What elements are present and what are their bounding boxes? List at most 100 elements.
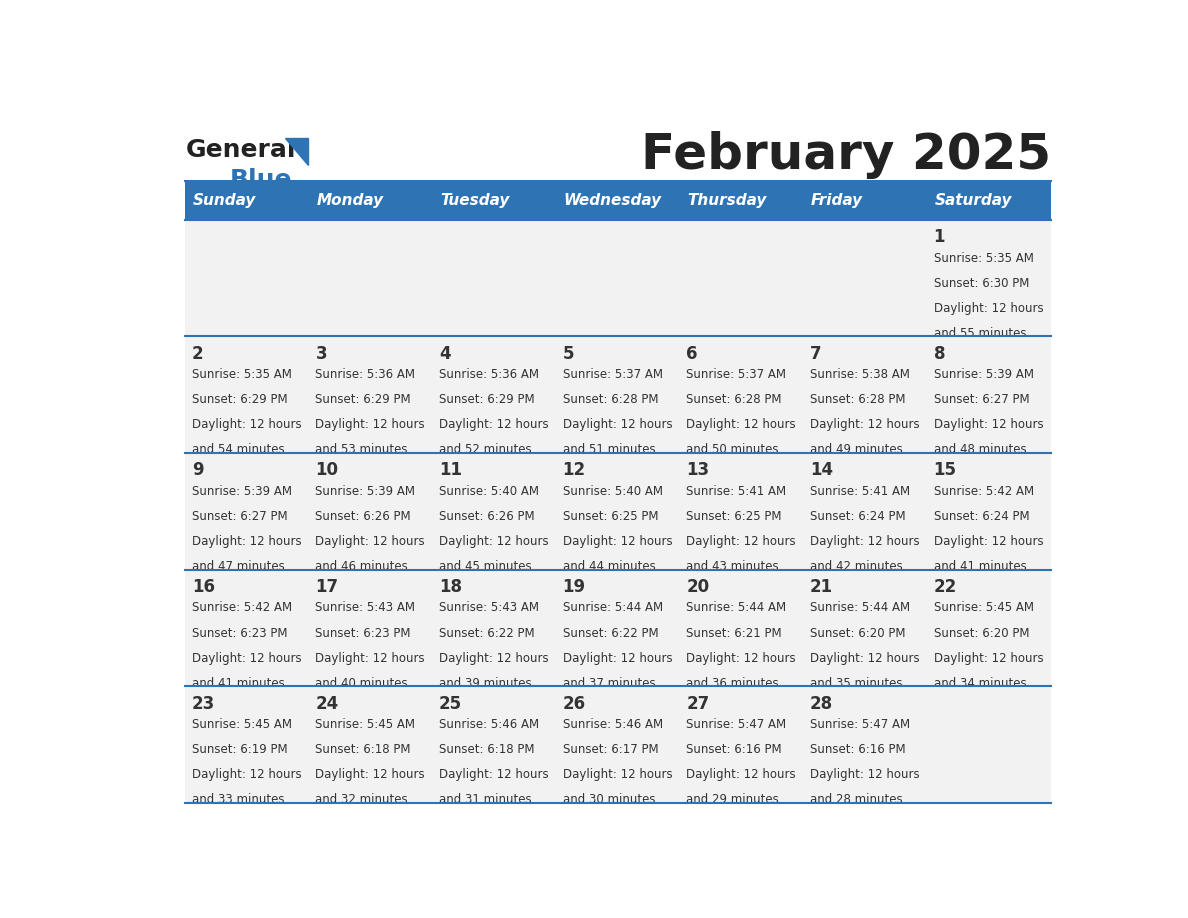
Text: Sunrise: 5:46 AM: Sunrise: 5:46 AM [563,718,663,731]
Text: and 42 minutes.: and 42 minutes. [810,560,906,573]
Text: Sunrise: 5:45 AM: Sunrise: 5:45 AM [934,601,1034,614]
Text: Sunset: 6:28 PM: Sunset: 6:28 PM [687,393,782,407]
Text: General: General [185,139,296,162]
Text: and 50 minutes.: and 50 minutes. [687,443,783,456]
Text: 16: 16 [191,578,215,596]
Bar [432,687,556,803]
Bar [927,569,1051,687]
Text: Sunset: 6:28 PM: Sunset: 6:28 PM [563,393,658,407]
Text: Sunrise: 5:46 AM: Sunrise: 5:46 AM [440,718,539,731]
Text: and 32 minutes.: and 32 minutes. [315,793,412,806]
Text: Daylight: 12 hours: Daylight: 12 hours [810,768,920,781]
Text: Daylight: 12 hours: Daylight: 12 hours [191,419,302,431]
Text: 21: 21 [810,578,833,596]
Text: February 2025: February 2025 [640,131,1051,179]
Bar [309,181,432,219]
Text: and 41 minutes.: and 41 minutes. [934,560,1030,573]
Text: 18: 18 [440,578,462,596]
Text: and 52 minutes.: and 52 minutes. [440,443,536,456]
Text: Daylight: 12 hours: Daylight: 12 hours [440,768,549,781]
Bar [803,453,927,569]
Bar [556,569,680,687]
Text: Sunset: 6:29 PM: Sunset: 6:29 PM [191,393,287,407]
Text: Sunrise: 5:41 AM: Sunrise: 5:41 AM [810,485,910,498]
Bar [309,569,432,687]
Text: and 28 minutes.: and 28 minutes. [810,793,906,806]
Text: Sunset: 6:29 PM: Sunset: 6:29 PM [440,393,535,407]
Text: Daylight: 12 hours: Daylight: 12 hours [687,652,796,665]
Text: Sunrise: 5:42 AM: Sunrise: 5:42 AM [934,485,1034,498]
Text: 3: 3 [315,345,327,363]
Text: 20: 20 [687,578,709,596]
Text: Sunset: 6:16 PM: Sunset: 6:16 PM [687,744,782,756]
Text: and 33 minutes.: and 33 minutes. [191,793,287,806]
Text: Sunrise: 5:37 AM: Sunrise: 5:37 AM [687,368,786,381]
Text: Daylight: 12 hours: Daylight: 12 hours [440,535,549,548]
Text: 6: 6 [687,345,697,363]
Text: and 48 minutes.: and 48 minutes. [934,443,1030,456]
Bar [927,336,1051,453]
Bar [432,181,556,219]
Text: Daylight: 12 hours: Daylight: 12 hours [315,535,425,548]
Text: Saturday: Saturday [935,193,1012,207]
Text: Daylight: 12 hours: Daylight: 12 hours [687,535,796,548]
Bar [309,687,432,803]
Bar [927,453,1051,569]
Text: and 29 minutes.: and 29 minutes. [687,793,783,806]
Text: 27: 27 [687,695,709,712]
Text: Daylight: 12 hours: Daylight: 12 hours [563,768,672,781]
Text: Daylight: 12 hours: Daylight: 12 hours [563,419,672,431]
Text: 12: 12 [563,462,586,479]
Text: Sunrise: 5:45 AM: Sunrise: 5:45 AM [315,718,416,731]
Text: Sunset: 6:23 PM: Sunset: 6:23 PM [191,626,287,640]
Bar [680,219,803,336]
Text: 17: 17 [315,578,339,596]
Bar [927,181,1051,219]
Text: Sunset: 6:19 PM: Sunset: 6:19 PM [191,744,287,756]
Text: Thursday: Thursday [687,193,766,207]
Text: and 45 minutes.: and 45 minutes. [440,560,536,573]
Text: 10: 10 [315,462,339,479]
Text: and 53 minutes.: and 53 minutes. [315,443,412,456]
Text: 8: 8 [934,345,946,363]
Bar [680,453,803,569]
Text: Sunrise: 5:38 AM: Sunrise: 5:38 AM [810,368,910,381]
Text: and 36 minutes.: and 36 minutes. [687,677,783,689]
Text: Daylight: 12 hours: Daylight: 12 hours [315,419,425,431]
Text: Sunrise: 5:47 AM: Sunrise: 5:47 AM [687,718,786,731]
Text: and 43 minutes.: and 43 minutes. [687,560,783,573]
Bar [185,453,309,569]
Bar [185,336,309,453]
Text: Sunrise: 5:44 AM: Sunrise: 5:44 AM [687,601,786,614]
Bar [432,569,556,687]
Bar [803,219,927,336]
Text: Sunset: 6:27 PM: Sunset: 6:27 PM [934,393,1029,407]
Text: Daylight: 12 hours: Daylight: 12 hours [440,652,549,665]
Bar [803,181,927,219]
Text: 15: 15 [934,462,956,479]
Text: Daylight: 12 hours: Daylight: 12 hours [440,419,549,431]
Text: Sunrise: 5:41 AM: Sunrise: 5:41 AM [687,485,786,498]
Text: Monday: Monday [316,193,384,207]
Text: 2: 2 [191,345,203,363]
Text: Sunset: 6:21 PM: Sunset: 6:21 PM [687,626,782,640]
Text: Sunrise: 5:42 AM: Sunrise: 5:42 AM [191,601,292,614]
Text: and 34 minutes.: and 34 minutes. [934,677,1030,689]
Text: and 55 minutes.: and 55 minutes. [934,327,1030,340]
Text: 1: 1 [934,229,946,246]
Text: Sunrise: 5:44 AM: Sunrise: 5:44 AM [810,601,910,614]
Bar [556,336,680,453]
Text: Sunset: 6:20 PM: Sunset: 6:20 PM [934,626,1029,640]
Text: Daylight: 12 hours: Daylight: 12 hours [934,652,1043,665]
Bar [432,453,556,569]
Text: Daylight: 12 hours: Daylight: 12 hours [934,419,1043,431]
Text: and 46 minutes.: and 46 minutes. [315,560,412,573]
Text: 25: 25 [440,695,462,712]
Text: Sunset: 6:25 PM: Sunset: 6:25 PM [687,509,782,523]
Text: and 40 minutes.: and 40 minutes. [315,677,412,689]
Text: 4: 4 [440,345,450,363]
Text: Daylight: 12 hours: Daylight: 12 hours [687,768,796,781]
Text: Sunrise: 5:45 AM: Sunrise: 5:45 AM [191,718,292,731]
Text: Sunrise: 5:40 AM: Sunrise: 5:40 AM [563,485,663,498]
Text: Daylight: 12 hours: Daylight: 12 hours [315,768,425,781]
